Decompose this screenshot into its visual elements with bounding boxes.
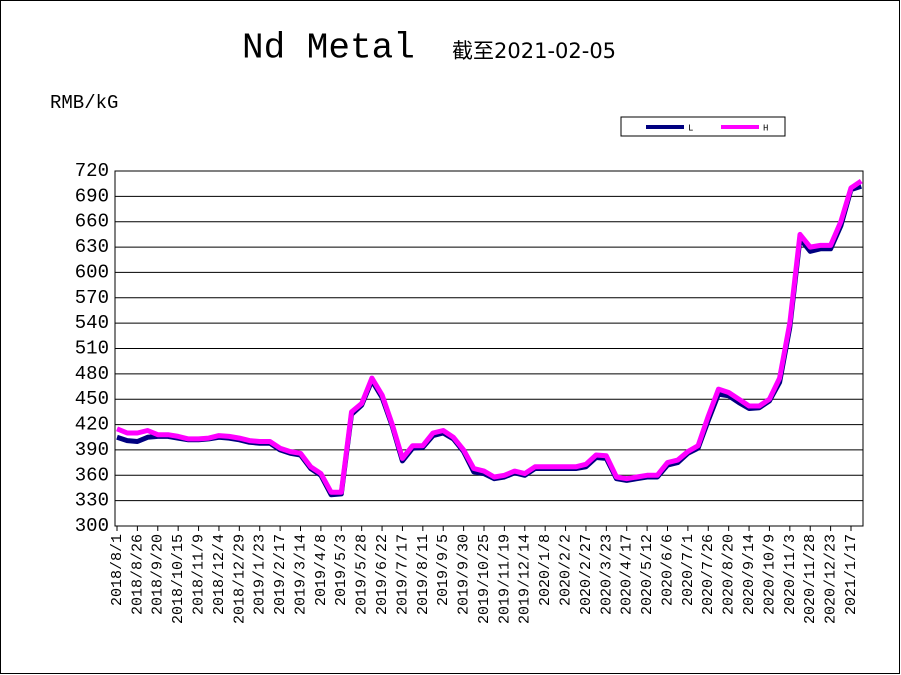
x-tick-label: 2020/4/17 [619, 534, 636, 615]
legend [620, 116, 786, 137]
x-tick-label: 2019/9/5 [435, 534, 452, 606]
x-tick-label: 2019/8/11 [415, 534, 432, 615]
y-axis-label: RMB/kG [50, 92, 118, 114]
x-tick-label: 2020/5/12 [639, 534, 656, 615]
x-tick-label: 2020/11/28 [802, 534, 819, 624]
x-tick-label: 2018/12/29 [231, 534, 248, 624]
x-tick-label: 2020/2/2 [558, 534, 575, 606]
x-tick-label: 2020/7/1 [680, 534, 697, 606]
y-tick-label: 330 [75, 490, 109, 512]
x-tick-label: 2018/11/9 [191, 534, 208, 615]
legend-label: H [763, 123, 768, 133]
x-tick-label: 2019/10/25 [476, 534, 493, 624]
chart-title: Nd Metal [242, 28, 415, 69]
y-tick-label: 630 [75, 236, 109, 258]
y-tick-label: 720 [75, 160, 109, 182]
y-tick-label: 390 [75, 439, 109, 461]
x-tick-label: 2019/5/28 [354, 534, 371, 615]
x-tick-label: 2019/11/19 [496, 534, 513, 624]
x-tick-label: 2020/1/8 [537, 534, 554, 606]
x-tick-label: 2019/4/8 [313, 534, 330, 606]
y-tick-label: 510 [75, 338, 109, 360]
y-tick-label: 660 [75, 211, 109, 233]
x-tick-label: 2020/2/27 [578, 534, 595, 615]
x-tick-label: 2020/10/9 [761, 534, 778, 615]
x-tick-label: 2020/3/23 [598, 534, 615, 615]
y-tick-label: 480 [75, 363, 109, 385]
y-tick-label: 690 [75, 185, 109, 207]
x-tick-label: 2020/7/26 [700, 534, 717, 615]
y-tick-label: 570 [75, 287, 109, 309]
x-tick-label: 2018/8/1 [109, 534, 126, 606]
x-tick-label: 2019/1/23 [252, 534, 269, 615]
x-tick-label: 2019/3/14 [292, 534, 309, 615]
x-tick-label: 2019/12/14 [517, 534, 534, 624]
chart-subtitle: 截至2021-02-05 [452, 39, 616, 63]
x-tick-label: 2020/12/23 [823, 534, 840, 624]
line-series [116, 179, 863, 495]
x-tick-label: 2019/9/30 [456, 534, 473, 615]
x-tick-label: 2020/9/14 [741, 534, 758, 615]
x-tick-label: 2018/10/15 [170, 534, 187, 624]
y-tick-label: 540 [75, 312, 109, 334]
x-tick-label: 2021/1/17 [843, 534, 860, 615]
x-tick-label: 2019/7/17 [394, 534, 411, 615]
y-tick-label: 600 [75, 261, 109, 283]
x-tick-label: 2020/6/6 [659, 534, 676, 606]
x-tick-label: 2020/11/3 [782, 534, 799, 615]
x-tick-label: 2019/5/3 [333, 534, 350, 606]
x-tick-label: 2019/6/22 [374, 534, 391, 615]
y-tick-label: 420 [75, 414, 109, 436]
x-tick-label: 2018/12/4 [211, 534, 228, 615]
x-tick-label: 2018/9/20 [150, 534, 167, 615]
y-tick-label: 360 [75, 464, 109, 486]
x-tick-label: 2019/2/17 [272, 534, 289, 615]
legend-label: L [688, 123, 693, 133]
y-tick-label: 450 [75, 388, 109, 410]
y-tick-label: 300 [75, 515, 109, 537]
x-tick-label: 2018/8/26 [129, 534, 146, 615]
x-tick-label: 2020/8/20 [721, 534, 738, 615]
